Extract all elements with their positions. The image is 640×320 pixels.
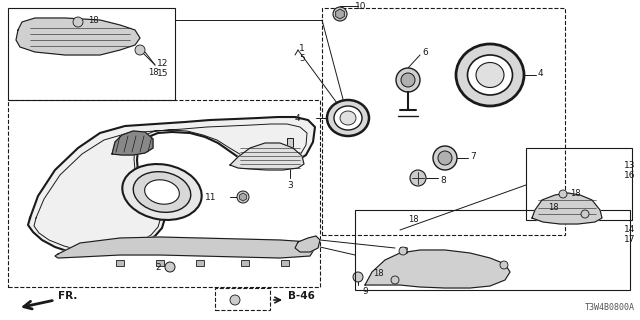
Text: 10: 10 — [355, 2, 367, 11]
Polygon shape — [230, 143, 304, 170]
Text: 7: 7 — [470, 151, 476, 161]
Ellipse shape — [334, 106, 362, 130]
Ellipse shape — [467, 55, 513, 95]
Text: 4: 4 — [294, 114, 300, 123]
Polygon shape — [28, 117, 315, 254]
Text: 15: 15 — [157, 68, 168, 77]
Polygon shape — [112, 131, 153, 155]
Circle shape — [433, 146, 457, 170]
Bar — [196, 260, 204, 266]
Ellipse shape — [133, 172, 191, 212]
Circle shape — [237, 191, 249, 203]
Text: 18: 18 — [398, 247, 408, 257]
Bar — [215, 288, 270, 310]
Bar — [116, 260, 124, 266]
Circle shape — [353, 272, 363, 282]
Text: 14: 14 — [623, 226, 635, 235]
Circle shape — [559, 190, 567, 198]
Polygon shape — [55, 237, 315, 258]
Text: 18: 18 — [408, 215, 419, 225]
Text: 18: 18 — [548, 203, 559, 212]
Bar — [322, 8, 565, 235]
Circle shape — [500, 261, 508, 269]
Circle shape — [165, 262, 175, 272]
Circle shape — [333, 7, 347, 21]
Text: 18: 18 — [88, 15, 99, 25]
Text: T3W4B0800A: T3W4B0800A — [585, 303, 635, 312]
Circle shape — [438, 151, 452, 165]
Circle shape — [73, 17, 83, 27]
Text: 5: 5 — [299, 53, 305, 62]
Circle shape — [401, 73, 415, 87]
Text: 8: 8 — [440, 175, 445, 185]
Text: FR.: FR. — [58, 291, 77, 301]
Text: 12: 12 — [157, 59, 168, 68]
Bar — [8, 100, 320, 287]
Ellipse shape — [340, 111, 356, 125]
Circle shape — [396, 68, 420, 92]
Text: 18: 18 — [570, 188, 580, 197]
Ellipse shape — [122, 164, 202, 220]
Ellipse shape — [456, 44, 524, 106]
Ellipse shape — [476, 62, 504, 87]
Bar — [241, 260, 249, 266]
Text: 3: 3 — [287, 180, 293, 189]
Text: 4: 4 — [538, 68, 543, 77]
Circle shape — [391, 276, 399, 284]
Text: 2: 2 — [155, 263, 161, 273]
Polygon shape — [532, 193, 602, 224]
Text: 18: 18 — [148, 68, 159, 76]
Polygon shape — [295, 236, 320, 252]
Text: 9: 9 — [362, 287, 368, 297]
Text: 1: 1 — [299, 44, 305, 52]
Circle shape — [399, 247, 407, 255]
Bar — [156, 260, 164, 266]
Bar — [8, 8, 175, 100]
Circle shape — [230, 295, 240, 305]
Ellipse shape — [145, 180, 179, 204]
Circle shape — [135, 45, 145, 55]
Ellipse shape — [327, 100, 369, 136]
Polygon shape — [365, 250, 510, 288]
Circle shape — [581, 210, 589, 218]
Text: 18: 18 — [373, 269, 383, 278]
Text: 16: 16 — [623, 171, 635, 180]
Bar — [526, 148, 632, 220]
Circle shape — [410, 170, 426, 186]
Text: 17: 17 — [623, 236, 635, 244]
Bar — [287, 138, 293, 150]
Polygon shape — [16, 18, 140, 55]
Bar — [285, 150, 295, 166]
Bar — [281, 260, 289, 266]
Text: 6: 6 — [422, 47, 428, 57]
Text: B-46: B-46 — [288, 291, 315, 301]
Text: 13: 13 — [623, 161, 635, 170]
Text: 11: 11 — [205, 194, 216, 203]
Bar — [355, 210, 630, 290]
